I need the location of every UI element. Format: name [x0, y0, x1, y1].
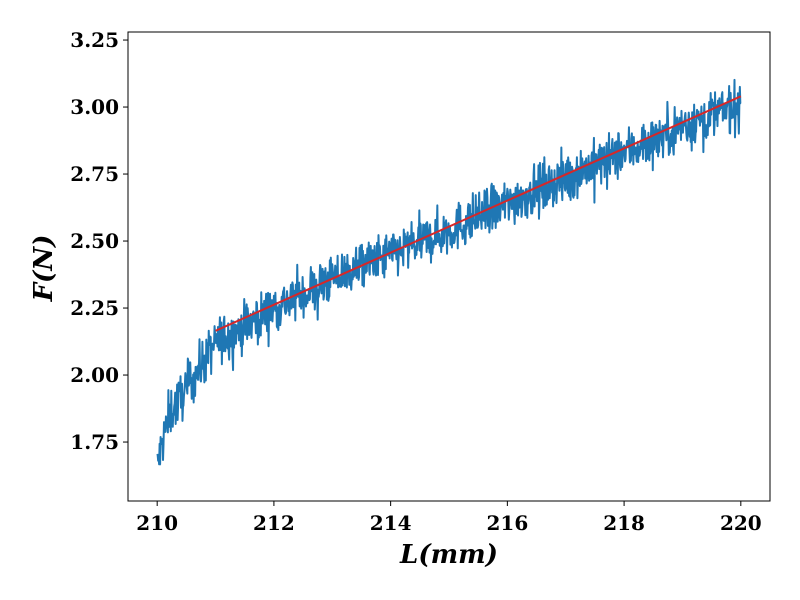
- y-tick-label: 1.75: [70, 430, 119, 454]
- x-tick-label: 212: [253, 511, 295, 535]
- x-tick-label: 216: [486, 511, 528, 535]
- x-tick-label: 214: [370, 511, 412, 535]
- y-tick-label: 2.25: [70, 296, 119, 320]
- linear-fit-line: [215, 95, 742, 332]
- x-tick-label: 218: [603, 511, 645, 535]
- measured-force-series: [156, 78, 742, 466]
- y-tick-label: 2.50: [70, 229, 119, 253]
- axes-frame: [127, 31, 771, 502]
- y-tick-label: 2.00: [70, 363, 119, 387]
- y-tick-label: 3.25: [70, 28, 119, 52]
- y-axis-ticks: 1.75 2.00 2.25 2.50 2.75 3.00 3.25: [70, 28, 128, 454]
- y-tick-label: 3.00: [70, 95, 119, 119]
- y-axis-label: F(N): [29, 235, 59, 303]
- y-tick-label: 2.75: [70, 162, 119, 186]
- x-tick-label: 220: [720, 511, 762, 535]
- x-axis-label: L(mm): [399, 540, 498, 570]
- plot-area: [127, 31, 771, 502]
- x-axis-ticks: 210 212 214 216 218 220: [136, 501, 762, 535]
- x-tick-label: 210: [136, 511, 178, 535]
